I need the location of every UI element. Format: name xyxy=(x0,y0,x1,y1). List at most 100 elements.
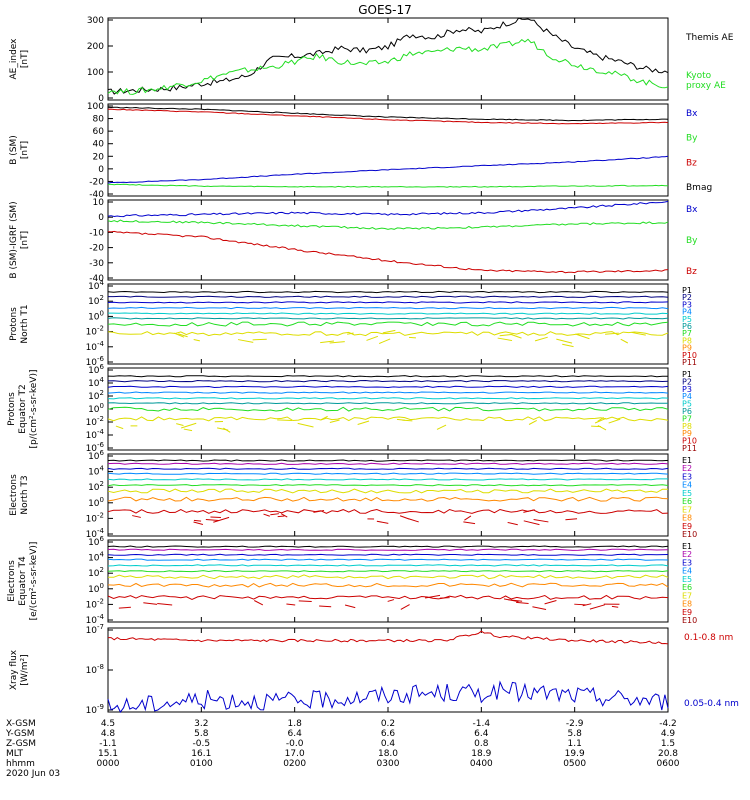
y-axis-label: Protons North T1 xyxy=(9,304,30,343)
sparse-segment xyxy=(254,600,264,606)
y-tick-label: 100 xyxy=(88,582,104,595)
channel-label: E6 xyxy=(682,497,692,506)
series-line xyxy=(107,108,669,125)
channel-line xyxy=(107,321,669,327)
channel-label: P6 xyxy=(682,407,692,416)
sparse-segment xyxy=(252,338,267,341)
legend-entry: Bx xyxy=(686,109,698,119)
channel-label: P3 xyxy=(682,385,692,394)
svg-text:North T1: North T1 xyxy=(20,304,30,343)
channel-line xyxy=(107,391,669,394)
sparse-segment xyxy=(280,513,288,518)
y-tick-label: -30 xyxy=(89,259,104,269)
y-tick-label: 20 xyxy=(93,152,105,162)
sparse-segment xyxy=(523,509,535,513)
legend-entry: Bx xyxy=(686,205,698,215)
sparse-segment xyxy=(497,337,513,342)
sparse-segment xyxy=(631,331,646,336)
y-axis-label: Protons Equator T2 [p/(cm²-s-sr-keV)] xyxy=(7,370,39,449)
sparse-segment xyxy=(503,598,519,603)
y-tick-label: 10-4 xyxy=(86,613,105,626)
y-tick-label: 80 xyxy=(93,115,105,125)
channel-line xyxy=(107,548,669,551)
channel-label: P7 xyxy=(682,329,692,338)
channel-label: P3 xyxy=(682,300,692,309)
series-line xyxy=(107,183,668,188)
channel-label: E9 xyxy=(682,522,692,531)
y-tick-label: -40 xyxy=(89,274,104,284)
sparse-segment xyxy=(217,427,229,431)
sparse-segment xyxy=(320,340,335,344)
series-line xyxy=(107,230,669,274)
channel-label: P1 xyxy=(682,370,692,379)
channel-line xyxy=(107,462,669,465)
sparse-segment xyxy=(357,420,370,426)
channel-label: E3 xyxy=(682,472,692,481)
x-row-value: 6.6 xyxy=(381,729,396,739)
svg-text:[nT]: [nT] xyxy=(20,141,30,159)
channel-line xyxy=(107,545,669,548)
y-tick-label: 10-2 xyxy=(86,415,104,428)
sparse-segment xyxy=(378,338,391,344)
channel-label: E1 xyxy=(682,542,692,551)
svg-text:Electrons: Electrons xyxy=(9,474,19,516)
y-tick-label: 60 xyxy=(93,127,105,137)
sparse-segment xyxy=(347,332,354,335)
y-axis-label: Electrons Equator T4 [e/(cm²-s-sr-keV)] xyxy=(7,542,39,621)
series-line xyxy=(108,630,669,645)
x-row-value: 0600 xyxy=(657,759,680,769)
x-row-value: -1.1 xyxy=(99,739,117,749)
sparse-segment xyxy=(574,603,586,606)
channel-line xyxy=(107,472,669,475)
sparse-segment xyxy=(516,601,529,604)
y-tick-label: 10-2 xyxy=(86,597,104,610)
channel-label: P2 xyxy=(682,377,692,386)
sparse-segment xyxy=(556,338,573,344)
series-line xyxy=(107,680,669,713)
y-axis-label: Electrons North T3 xyxy=(9,474,30,516)
channel-label: P10 xyxy=(682,437,697,446)
channel-label: P9 xyxy=(682,344,692,353)
panel-4: Protons North T1 10-6 10-4 10-2 100 102 104 P1P2… xyxy=(9,279,697,368)
panel-6: Electrons North T310-410-2100102104106E1E… xyxy=(9,449,697,540)
channel-label: E4 xyxy=(682,481,692,490)
sparse-segment xyxy=(376,520,389,524)
sparse-segment xyxy=(118,606,131,609)
legend-entry: 0.05-0.4 nm xyxy=(684,699,739,709)
y-tick-label: 102 xyxy=(88,294,104,307)
x-row-value: 0000 xyxy=(97,759,120,769)
y-tick-label: 300 xyxy=(87,16,104,26)
channel-label: E10 xyxy=(682,530,697,539)
channel-label: E3 xyxy=(682,558,692,567)
svg-text:[nT]: [nT] xyxy=(20,50,30,68)
sparse-segment xyxy=(611,605,619,608)
sparse-segment xyxy=(320,415,328,421)
series-line xyxy=(107,155,669,184)
channel-label: E7 xyxy=(682,505,692,514)
x-row-value: 1.1 xyxy=(568,739,582,749)
y-tick-label: 100 xyxy=(88,496,104,509)
svg-text:B (SM): B (SM) xyxy=(9,135,19,165)
date-label: 2020 Jun 03 xyxy=(6,769,60,779)
x-row-value: 0500 xyxy=(563,759,586,769)
legend-entry: Bz xyxy=(686,158,697,168)
svg-text:Protons: Protons xyxy=(7,392,17,426)
sparse-segment xyxy=(562,343,574,348)
x-row-value: 4.5 xyxy=(101,719,115,729)
y-axis-label: B (SM) [nT] xyxy=(9,135,30,165)
sparse-segment xyxy=(594,417,607,424)
channel-line xyxy=(107,488,669,494)
x-row-value: -2.9 xyxy=(566,719,584,729)
channel-line xyxy=(107,508,669,514)
y-tick-label: 0 xyxy=(98,94,104,104)
y-tick-label: 0 xyxy=(98,213,104,223)
y-tick-label: 104 xyxy=(88,551,104,564)
series-line xyxy=(107,219,669,230)
sparse-segment xyxy=(183,428,193,432)
x-row-value: 6.4 xyxy=(474,729,489,739)
sparse-segment xyxy=(605,332,619,335)
y-tick-label: 10-8 xyxy=(86,663,104,676)
channel-label: P10 xyxy=(682,351,697,360)
x-row-label: X-GSM xyxy=(6,719,36,729)
